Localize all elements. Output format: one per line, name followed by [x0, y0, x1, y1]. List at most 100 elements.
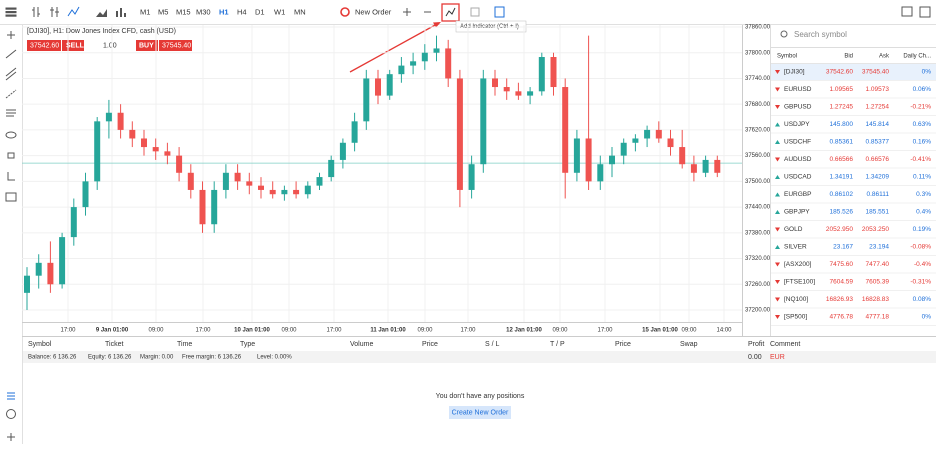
total-profit: 0.00 [748, 354, 762, 361]
up-arrow [775, 175, 780, 179]
bid: 1.09565 [830, 86, 854, 93]
bid: 7604.59 [830, 279, 854, 286]
lock-tool[interactable] [7, 152, 15, 159]
symbol[interactable]: [ASX200] [784, 261, 812, 268]
positions-tab[interactable] [7, 392, 15, 400]
symbol[interactable]: [DJI30] [784, 69, 805, 76]
y-tick-label: 37320.00 [745, 256, 771, 262]
ask: 23.194 [869, 244, 889, 251]
candle-body [573, 138, 580, 173]
timeframe[interactable]: M15 [176, 7, 191, 16]
menu-icon[interactable] [5, 11, 17, 14]
new-order-icon[interactable] [340, 7, 350, 17]
y-tick-label: 37620.00 [745, 127, 771, 133]
eye-tool[interactable] [5, 131, 17, 139]
bid: 185.526 [830, 209, 854, 216]
symbol[interactable]: USDJPY [784, 121, 810, 128]
x-tick-label: 9 Jan 01:00 [96, 328, 129, 334]
down-arrow [775, 105, 780, 109]
history-tab[interactable] [6, 409, 16, 419]
crosshair-tool[interactable] [7, 31, 15, 39]
y-tick-label: 37440.00 [745, 205, 771, 211]
channel-tool[interactable] [5, 67, 17, 81]
annotation-arrowhead [433, 22, 441, 28]
balance-item: Level: 0.00% [257, 355, 292, 361]
symbol[interactable]: EURGBP [784, 191, 811, 198]
menu-icon[interactable] [5, 7, 17, 10]
timeframe[interactable]: D1 [255, 7, 265, 16]
symbol[interactable]: [SP500] [784, 314, 807, 321]
timeframe[interactable]: H1 [219, 7, 229, 16]
buy-price-box[interactable] [159, 40, 192, 51]
candle-body [24, 275, 30, 293]
ask: 1.09573 [866, 86, 890, 93]
sell-price-box[interactable] [27, 40, 61, 51]
x-tick-label: 17:00 [326, 328, 342, 334]
screenshot-icon[interactable] [901, 6, 913, 17]
line-icon[interactable] [67, 6, 80, 17]
symbol[interactable]: USDCHF [784, 139, 811, 146]
symbol[interactable]: EURUSD [784, 86, 812, 93]
balance-item: Balance: 6 136.26 [28, 355, 77, 361]
menu-icon[interactable] [5, 14, 17, 17]
daily-change: 0.16% [913, 139, 932, 146]
bid: 0.86102 [830, 191, 854, 198]
candle-body [351, 121, 358, 143]
area-icon[interactable] [96, 9, 107, 17]
sell-label: SELL [66, 42, 85, 49]
fullscreen-icon[interactable] [919, 6, 931, 18]
timeframe[interactable]: H4 [237, 7, 247, 16]
journal-tab[interactable] [7, 433, 15, 441]
up-arrow [775, 210, 780, 214]
symbol[interactable]: GOLD [784, 226, 803, 233]
candles-icon[interactable] [50, 7, 59, 17]
timeframe[interactable]: M5 [158, 7, 168, 16]
search-input[interactable]: Search symbol [794, 30, 847, 39]
new-order-button[interactable]: New Order [355, 7, 392, 16]
y-tick-label: 37260.00 [745, 282, 771, 288]
symbol[interactable]: [NQ100] [784, 296, 808, 303]
template-icon[interactable] [470, 7, 480, 17]
candle-body [690, 164, 697, 173]
candle-body [339, 142, 346, 160]
volume[interactable]: 1.00 [103, 42, 117, 49]
timeframe[interactable]: W1 [274, 7, 285, 16]
daily-change: 0% [922, 314, 932, 321]
positions-header: Profit [748, 341, 764, 348]
x-tick-label: 09:00 [148, 328, 164, 334]
objects-icon[interactable] [494, 6, 505, 18]
indicator-icon[interactable] [445, 7, 456, 17]
bars-icon[interactable] [32, 7, 40, 17]
x-tick-label: 14:00 [716, 328, 732, 334]
layout-tool[interactable] [5, 192, 17, 202]
bid: 23.167 [833, 244, 853, 251]
symbol[interactable]: [FTSE100] [784, 279, 815, 286]
symbol[interactable]: USDCAD [784, 174, 812, 181]
daily-change: -0.21% [910, 104, 931, 111]
create-order-button[interactable] [449, 406, 511, 419]
candle-body [35, 262, 42, 276]
symbol[interactable]: SILVER [784, 244, 807, 251]
bars2-icon[interactable] [116, 8, 126, 17]
sell-button[interactable] [62, 40, 84, 51]
candle-body [550, 57, 557, 88]
symbol[interactable]: GBPUSD [784, 104, 812, 111]
ask: 7477.40 [866, 261, 890, 268]
zoom-in[interactable] [403, 8, 411, 16]
text-tool[interactable] [6, 109, 16, 117]
down-arrow [775, 262, 780, 267]
timeframe[interactable]: MN [294, 7, 306, 16]
buy-button[interactable] [136, 40, 158, 51]
timeframe[interactable]: M30 [196, 7, 211, 16]
fib-tool[interactable] [5, 89, 17, 99]
bid: 0.85361 [830, 139, 854, 146]
balance-item: Equity: 6 136.26 [88, 355, 132, 361]
down-arrow [775, 297, 780, 302]
candle-body [527, 91, 534, 96]
symbol[interactable]: GBPJPY [784, 209, 810, 216]
trendline-tool[interactable] [5, 49, 17, 59]
magnet-tool[interactable] [7, 172, 15, 181]
timeframe[interactable]: M1 [140, 7, 150, 16]
symbol[interactable]: AUDUSD [784, 156, 812, 163]
candle-body [597, 164, 604, 182]
